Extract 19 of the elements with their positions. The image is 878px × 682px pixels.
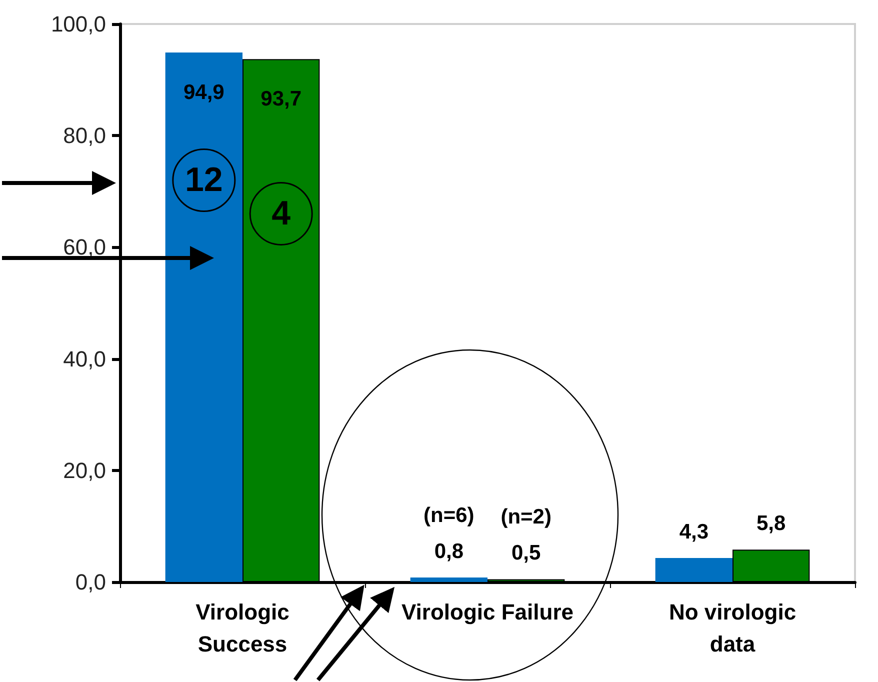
x-tick-label: Virologic Success xyxy=(196,600,290,656)
data-label: 5,8 xyxy=(756,512,786,536)
x-tick-label: Virologic Failure xyxy=(402,600,574,624)
y-tick-label: 100,0 xyxy=(50,12,106,36)
y-tick-label: 0,0 xyxy=(75,570,106,594)
data-label: (n=6) 0,8 xyxy=(424,504,474,564)
y-tick-label: 60,0 xyxy=(63,234,106,260)
y-tick-label: 40,0 xyxy=(63,346,106,372)
annotation: 4 xyxy=(272,194,291,233)
y-tick-label: 20,0 xyxy=(63,458,106,483)
x-tick-label: No virologic data xyxy=(668,600,796,656)
annotation: 12 xyxy=(185,161,223,200)
bar xyxy=(655,558,732,582)
data-label: 4,3 xyxy=(679,520,709,544)
y-tick-label: 80,0 xyxy=(63,123,106,148)
data-label: 93,7 xyxy=(260,88,302,111)
bar xyxy=(410,578,488,582)
data-label: (n=2) 0,5 xyxy=(500,506,552,565)
data-label: 94,9 xyxy=(183,80,224,104)
